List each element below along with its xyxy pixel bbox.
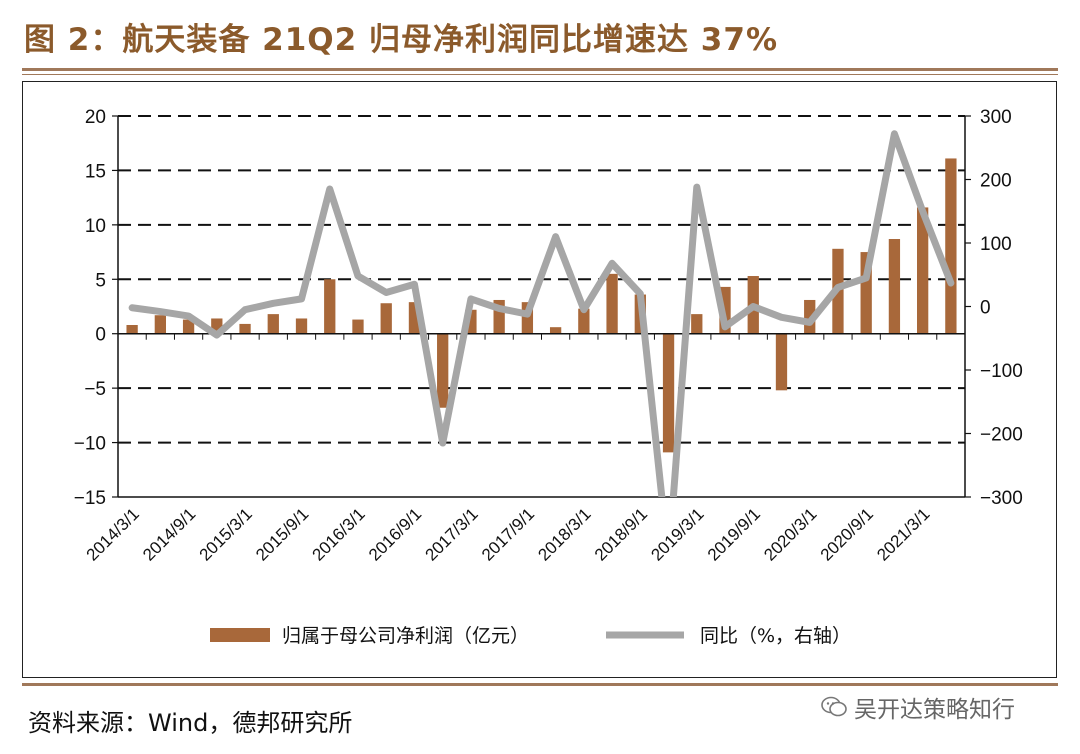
title-rule-thin xyxy=(22,74,1058,75)
x-tick-label: 2016/3/1 xyxy=(309,504,369,564)
bar-2017/3/1 xyxy=(465,309,477,334)
legend-bar-swatch xyxy=(210,628,270,642)
axes xyxy=(112,115,971,498)
y-right-tick-label: 200 xyxy=(980,171,1012,192)
x-tick-label: 2014/9/1 xyxy=(139,504,199,564)
bar-2019/12/1 xyxy=(775,333,788,391)
watermark: 吴开达策略知行 xyxy=(820,690,1015,724)
bar-2020/12/1 xyxy=(888,239,901,334)
y-left-tick-label: −15 xyxy=(74,488,106,509)
legend-bar-label: 归属于母公司净利润（亿元） xyxy=(282,625,529,647)
x-tick-label: 2021/3/1 xyxy=(873,504,933,564)
bar-2016/9/1 xyxy=(408,302,421,334)
bar-2014/9/1 xyxy=(182,319,195,334)
y-left-tick-label: 5 xyxy=(95,270,106,291)
y-right-tick-label: 100 xyxy=(980,234,1012,255)
footer-rule xyxy=(22,683,1058,686)
x-tick-label: 2015/9/1 xyxy=(252,504,312,564)
figure-title: 图 2：航天装备 21Q2 归母净利润同比增速达 37% xyxy=(24,22,779,58)
x-tick-label: 2019/9/1 xyxy=(704,504,764,564)
y-right-tick-label: −200 xyxy=(980,425,1023,446)
x-tick-label: 2014/3/1 xyxy=(83,504,143,564)
line-series xyxy=(128,130,955,497)
bar-2021/3/1 xyxy=(917,207,929,334)
y-left-tick-label: −10 xyxy=(74,434,106,455)
y-right-tick-label: −100 xyxy=(980,361,1023,382)
bar-2014/12/1 xyxy=(211,318,223,334)
x-tick-label: 2016/9/1 xyxy=(365,504,425,564)
legend-line-label: 同比（%，右轴） xyxy=(700,625,851,647)
bar-2020/9/1 xyxy=(860,252,872,334)
x-tick-label: 2018/3/1 xyxy=(534,504,594,564)
wechat-icon xyxy=(821,696,847,717)
x-tick-label: 2017/9/1 xyxy=(478,504,538,564)
bar-2017/9/1 xyxy=(521,302,534,334)
y-left-tick-label: 0 xyxy=(95,325,106,346)
bar-2018/3/1 xyxy=(578,308,590,334)
x-tick-label: 2019/3/1 xyxy=(647,504,707,564)
bar-2015/9/1 xyxy=(295,318,308,334)
y-right-tick-label: 0 xyxy=(980,298,991,319)
y-left-tick-label: 10 xyxy=(85,216,106,237)
bar-2016/12/1 xyxy=(437,333,449,408)
chart-frame xyxy=(22,81,1057,678)
bar-2015/12/1 xyxy=(324,279,336,334)
watermark-text: 吴开达策略知行 xyxy=(854,697,1015,723)
bar-2018/6/1 xyxy=(606,273,618,334)
bar-2015/3/1 xyxy=(239,323,251,334)
bar-2016/6/1 xyxy=(380,303,392,334)
y-right-tick-label: 300 xyxy=(980,107,1012,128)
bar-2018/12/1 xyxy=(662,333,675,453)
x-tick-label: 2017/3/1 xyxy=(422,504,482,564)
bar-2019/3/1 xyxy=(691,314,703,334)
title-rule xyxy=(22,68,1058,71)
y-left-tick-label: −5 xyxy=(84,379,106,400)
source-note: 资料来源：Wind，德邦研究所 xyxy=(28,709,353,737)
bar-2017/6/1 xyxy=(493,299,505,334)
yoy-line xyxy=(128,130,955,497)
bar-2015/6/1 xyxy=(267,314,279,334)
bar-2014/3/1 xyxy=(126,325,138,334)
bar-2021/6/1 xyxy=(945,158,957,334)
x-tick-label: 2018/9/1 xyxy=(591,504,651,564)
y-right-tick-label: −300 xyxy=(980,488,1023,509)
y-left-tick-label: 20 xyxy=(85,107,106,128)
x-tick-label: 2020/9/1 xyxy=(817,504,877,564)
y-left-tick-label: 15 xyxy=(85,161,106,182)
bar-2014/6/1 xyxy=(154,315,166,334)
legend: 归属于母公司净利润（亿元） 同比（%，右轴） xyxy=(210,625,851,647)
x-tick-label: 2015/3/1 xyxy=(196,504,256,564)
x-tick-label: 2020/3/1 xyxy=(760,504,820,564)
bar-2017/12/1 xyxy=(549,327,562,334)
bar-2016/3/1 xyxy=(352,319,364,334)
